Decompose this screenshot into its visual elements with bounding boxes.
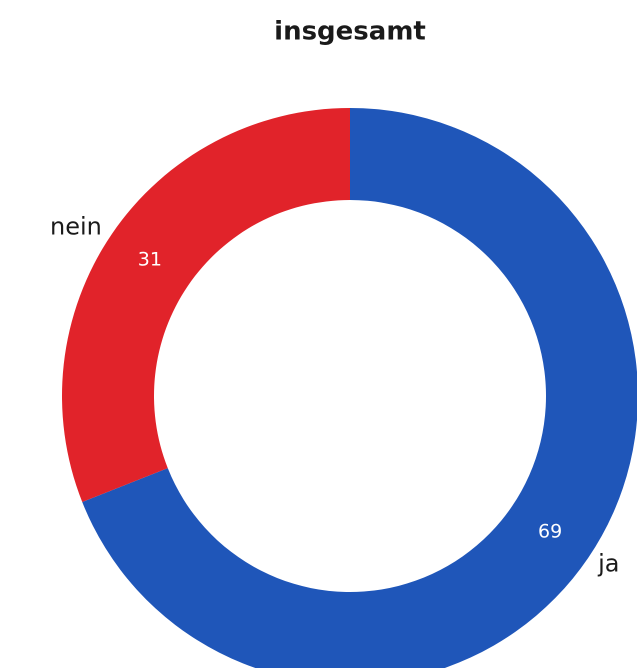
value-label: 69: [538, 521, 562, 543]
slice: [82, 108, 637, 668]
category-label: nein: [50, 212, 102, 240]
category-label: ja: [597, 550, 619, 578]
chart-title: insgesamt: [274, 17, 426, 47]
value-label: 31: [138, 248, 162, 270]
slice: [61, 108, 351, 503]
